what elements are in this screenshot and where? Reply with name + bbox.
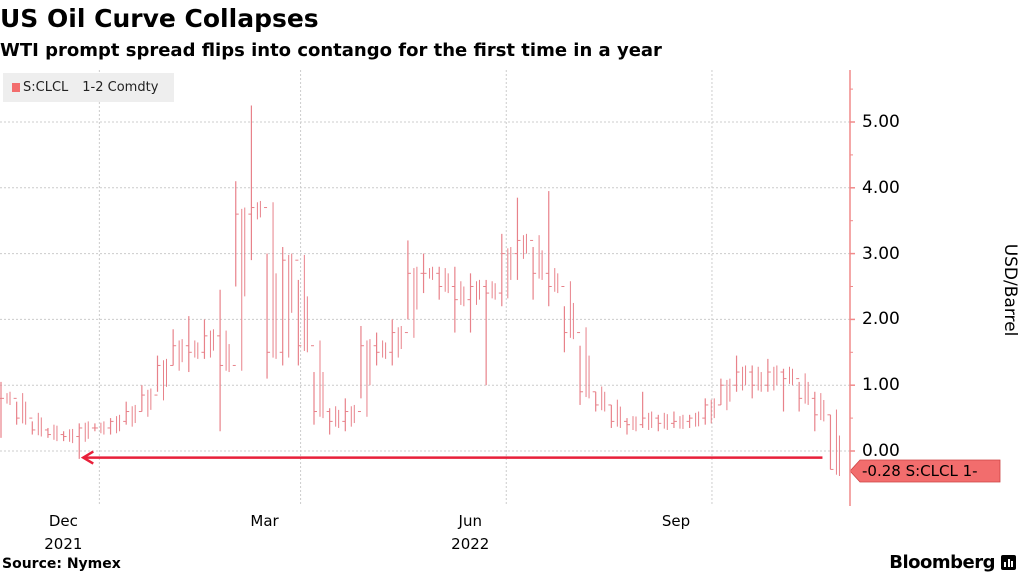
ohlc-bar bbox=[733, 355, 747, 392]
ohlc-bar bbox=[295, 254, 308, 366]
ohlc-bar bbox=[764, 358, 778, 392]
ohlc-bar bbox=[827, 409, 840, 477]
ohlc-bar bbox=[342, 398, 355, 432]
ohlc-bar bbox=[201, 319, 214, 359]
ohlc-bar bbox=[655, 412, 668, 432]
ohlc-bar bbox=[138, 385, 152, 417]
y-axis bbox=[849, 70, 855, 506]
x-tick-label: Dec 2021 bbox=[44, 512, 83, 553]
legend: S:CLCL 1-2 Comdty bbox=[3, 73, 174, 102]
legend-name: 1-2 Comdty bbox=[82, 80, 159, 95]
ohlc-bar bbox=[796, 373, 809, 412]
y-tick-label: 5.00 bbox=[862, 112, 900, 132]
ohlc-bar bbox=[670, 411, 684, 429]
brand-name: Bloomberg bbox=[889, 552, 995, 573]
ohlc-bar bbox=[404, 240, 418, 338]
legend-swatch bbox=[12, 83, 20, 92]
y-tick-label: 0.00 bbox=[862, 441, 900, 461]
ohlc-bar bbox=[373, 332, 387, 366]
ohlc-bar bbox=[577, 327, 590, 405]
legend-ticker: S:CLCL bbox=[23, 80, 69, 95]
ohlc-bar bbox=[311, 340, 324, 425]
annotation-arrow bbox=[80, 450, 1001, 483]
source-note: Source: Nymex bbox=[2, 556, 121, 572]
ohlc-bar bbox=[498, 233, 512, 307]
ohlc-bar bbox=[749, 365, 762, 399]
ohlc-bar bbox=[624, 416, 637, 435]
ohlc-bar bbox=[389, 319, 402, 366]
chart-subtitle: WTI prompt spread flips into contango fo… bbox=[0, 40, 662, 61]
ohlc-bar bbox=[76, 421, 89, 459]
ohlc-bar bbox=[686, 411, 700, 428]
ohlc-bar bbox=[154, 355, 167, 401]
ohlc-bar bbox=[29, 412, 42, 437]
ohlc-bar bbox=[123, 401, 136, 427]
ohlc-bar bbox=[436, 266, 449, 300]
x-tick-label: Sep bbox=[661, 512, 691, 530]
ohlc-bar bbox=[248, 105, 261, 261]
ohlc-bar bbox=[420, 253, 434, 294]
ohlc-bar bbox=[717, 378, 731, 411]
x-tick-label: Jun 2022 bbox=[451, 512, 490, 553]
ohlc-bar bbox=[264, 202, 277, 379]
ohlc-bar bbox=[561, 281, 574, 353]
x-tick-label: Mar bbox=[250, 512, 279, 530]
ohlc-bar bbox=[279, 247, 293, 366]
ohlc-bar bbox=[357, 325, 371, 417]
last-value-tag bbox=[849, 459, 1001, 483]
ohlc-bar bbox=[170, 329, 183, 371]
chart-title: US Oil Curve Collapses bbox=[0, 4, 319, 33]
ohlc-bar bbox=[60, 428, 74, 444]
arrow-head bbox=[80, 450, 94, 465]
ohlc-bar bbox=[326, 406, 340, 435]
ohlc-bar bbox=[702, 398, 715, 425]
y-tick-label: 4.00 bbox=[862, 177, 900, 198]
ohlc-bar bbox=[608, 399, 621, 428]
ohlc-bar bbox=[545, 191, 559, 307]
y-tick-label: 2.00 bbox=[862, 309, 900, 330]
last-value-label: -0.28 S:CLCL 1- bbox=[862, 462, 978, 480]
ohlc-bar bbox=[811, 391, 825, 432]
ohlc-bar bbox=[91, 421, 105, 435]
ohlc-bar bbox=[107, 414, 121, 435]
ohlc-bars bbox=[0, 105, 840, 477]
brand-logo: Bloomberg bbox=[889, 552, 1016, 573]
ohlc-bar bbox=[217, 289, 230, 432]
ohlc-bar bbox=[185, 316, 199, 373]
gridlines bbox=[0, 70, 850, 506]
ohlc-bar bbox=[467, 273, 480, 333]
ohlc-bar bbox=[44, 424, 58, 442]
y-tick-label: 1.00 bbox=[862, 375, 900, 396]
ohlc-bar bbox=[451, 266, 465, 333]
ohlc-bar bbox=[639, 391, 653, 430]
ohlc-bar bbox=[483, 279, 496, 386]
ohlc-bar bbox=[780, 366, 793, 412]
y-axis-label: USD/Barrel bbox=[1000, 243, 1020, 337]
ohlc-bar bbox=[0, 381, 11, 438]
ohlc-bar bbox=[514, 197, 527, 280]
ohlc-bar bbox=[13, 393, 27, 425]
y-tick-label: 3.00 bbox=[862, 243, 900, 264]
ohlc-bar bbox=[530, 235, 543, 300]
bloomberg-chart-icon bbox=[1001, 555, 1016, 570]
ohlc-bar bbox=[232, 181, 246, 371]
ohlc-bar bbox=[592, 386, 606, 412]
